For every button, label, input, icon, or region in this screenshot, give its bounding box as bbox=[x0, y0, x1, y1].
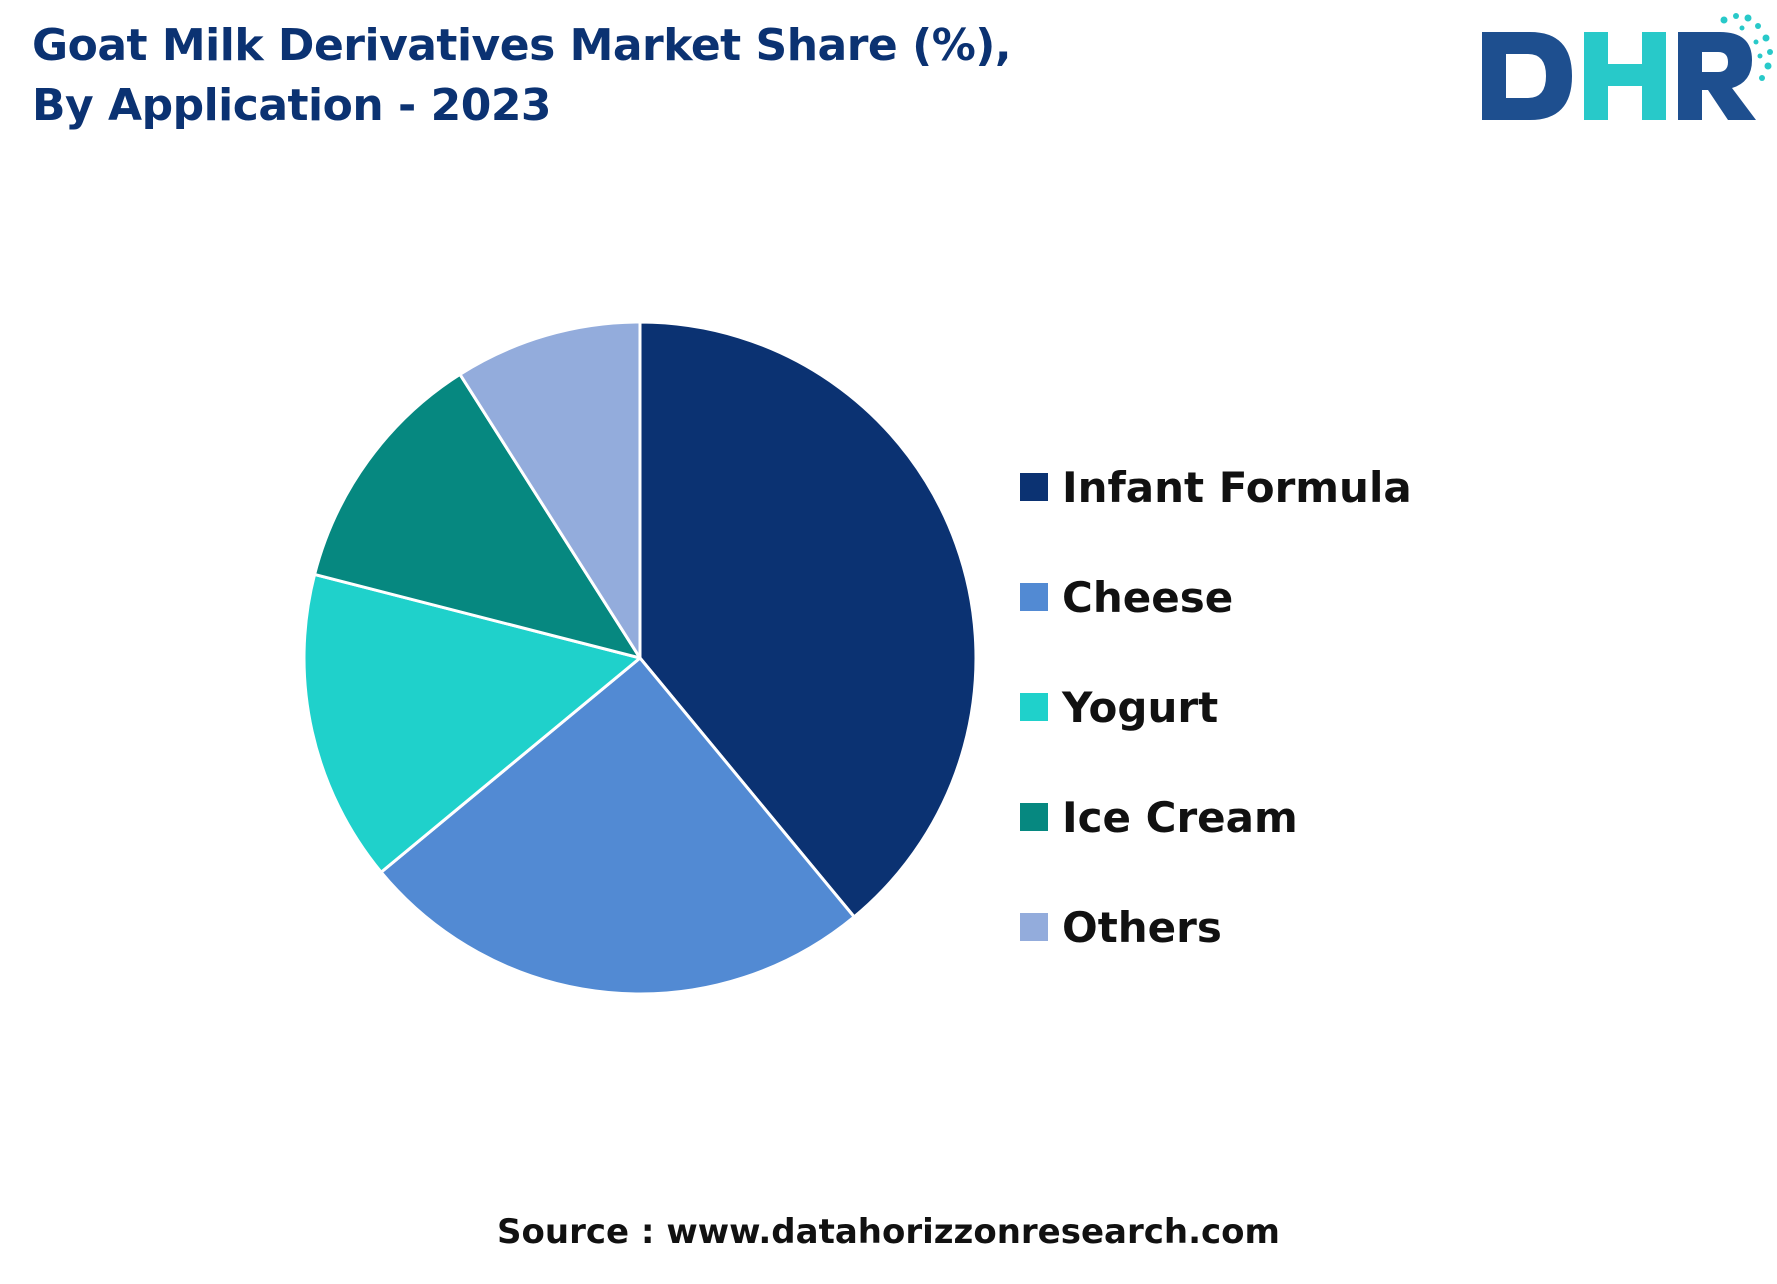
legend-swatch-others bbox=[1020, 913, 1048, 941]
legend-swatch-cheese bbox=[1020, 583, 1048, 611]
pie-slice-cheese bbox=[379, 656, 856, 996]
legend-item-ice-cream: Ice Cream bbox=[1020, 762, 1412, 872]
chart-title: Goat Milk Derivatives Market Share (%), … bbox=[32, 16, 1012, 136]
legend-swatch-ice-cream bbox=[1020, 803, 1048, 831]
legend-swatch-yogurt bbox=[1020, 693, 1048, 721]
legend-label-others: Others bbox=[1062, 902, 1222, 952]
logo-dots bbox=[1720, 13, 1773, 81]
legend-label-ice-cream: Ice Cream bbox=[1062, 792, 1298, 842]
chart-legend: Infant Formula Cheese Yogurt Ice Cream Other… bbox=[1020, 432, 1412, 982]
pie-slice-ice-cream bbox=[313, 372, 642, 660]
chart-title-line-2: By Application - 2023 bbox=[32, 80, 552, 131]
chart-title-line-1: Goat Milk Derivatives Market Share (%), bbox=[32, 20, 1012, 71]
legend-item-cheese: Cheese bbox=[1020, 542, 1412, 652]
logo-letter-h bbox=[1584, 32, 1666, 120]
legend-label-cheese: Cheese bbox=[1062, 572, 1234, 622]
pie-chart bbox=[302, 320, 978, 996]
pie-slice-infant-formula bbox=[638, 320, 978, 919]
legend-item-others: Others bbox=[1020, 872, 1412, 982]
pie-slice-yogurt bbox=[302, 572, 642, 874]
legend-swatch-infant-formula bbox=[1020, 473, 1048, 501]
pie-slice-others bbox=[458, 320, 642, 660]
legend-label-yogurt: Yogurt bbox=[1062, 682, 1219, 732]
logo-letter-d bbox=[1482, 32, 1572, 120]
source-note: Source : www.datahorizzonresearch.com bbox=[497, 1212, 1280, 1252]
legend-item-infant-formula: Infant Formula bbox=[1020, 432, 1412, 542]
dhr-logo bbox=[1482, 13, 1773, 120]
legend-item-yogurt: Yogurt bbox=[1020, 652, 1412, 762]
logo-letter-r bbox=[1678, 32, 1756, 120]
legend-label-infant-formula: Infant Formula bbox=[1062, 462, 1412, 512]
